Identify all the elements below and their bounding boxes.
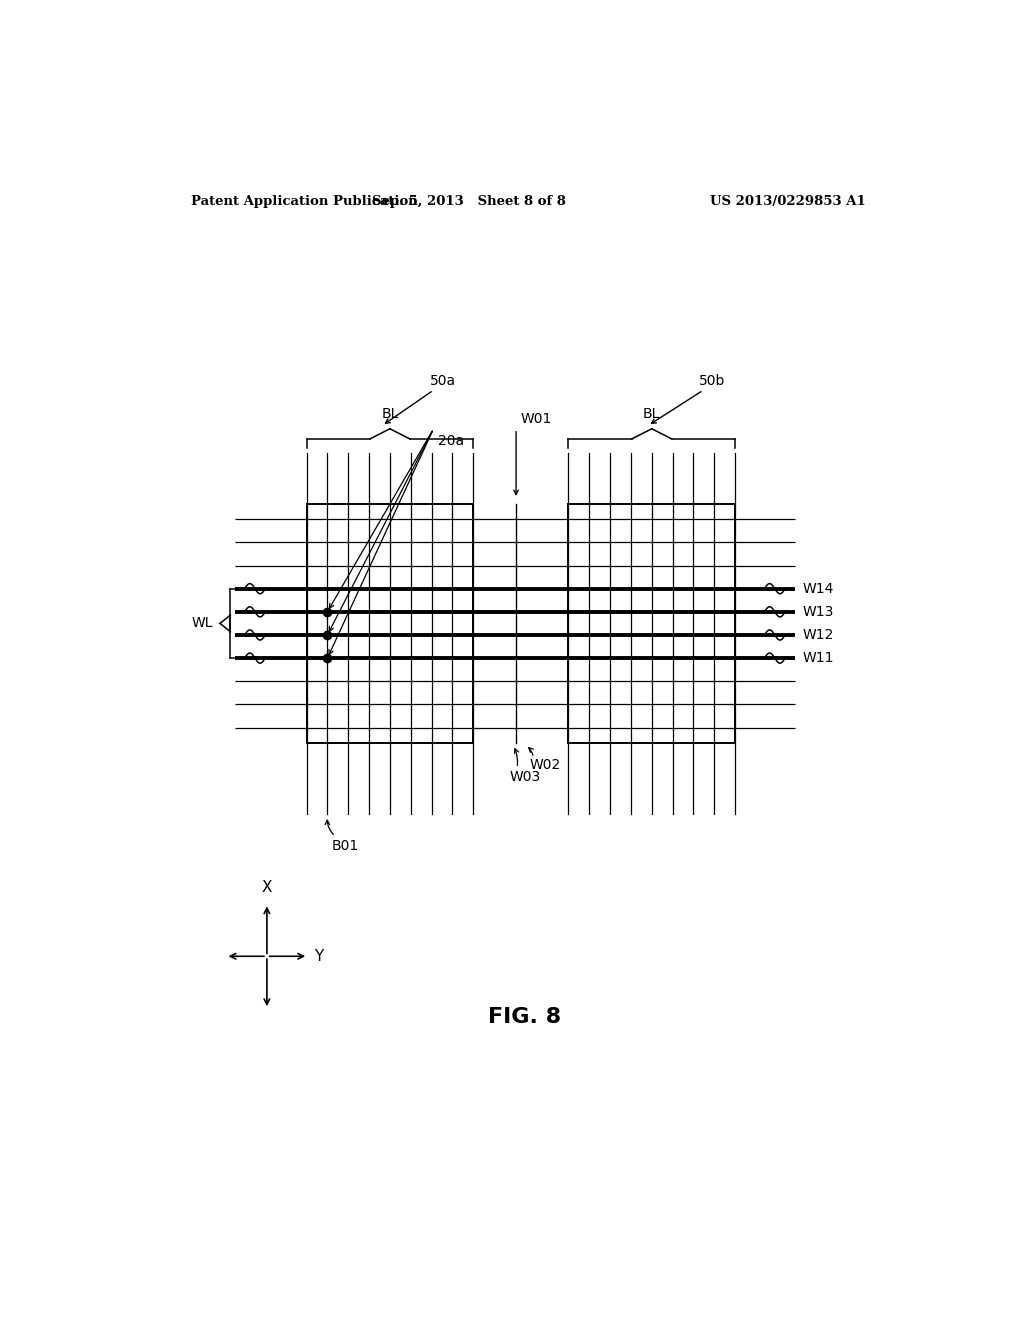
- Text: B01: B01: [332, 840, 358, 854]
- Text: WL: WL: [191, 616, 213, 631]
- Text: W13: W13: [803, 605, 834, 619]
- Bar: [306, 504, 473, 743]
- Text: BL: BL: [643, 407, 660, 421]
- Text: 50a: 50a: [430, 374, 456, 388]
- Text: Y: Y: [314, 949, 324, 964]
- Text: Sep. 5, 2013   Sheet 8 of 8: Sep. 5, 2013 Sheet 8 of 8: [373, 194, 566, 207]
- Text: FIG. 8: FIG. 8: [488, 1007, 561, 1027]
- Text: 50b: 50b: [699, 374, 726, 388]
- Text: Patent Application Publication: Patent Application Publication: [191, 194, 418, 207]
- Text: BL: BL: [381, 407, 398, 421]
- Text: 20a: 20a: [437, 434, 464, 447]
- Text: X: X: [261, 880, 272, 895]
- Text: US 2013/0229853 A1: US 2013/0229853 A1: [711, 194, 866, 207]
- Text: W01: W01: [520, 412, 551, 426]
- Text: W03: W03: [509, 771, 541, 784]
- Bar: [568, 504, 735, 743]
- Text: W11: W11: [803, 651, 835, 665]
- Text: W12: W12: [803, 628, 834, 642]
- Text: W02: W02: [529, 758, 561, 772]
- Text: W14: W14: [803, 582, 834, 595]
